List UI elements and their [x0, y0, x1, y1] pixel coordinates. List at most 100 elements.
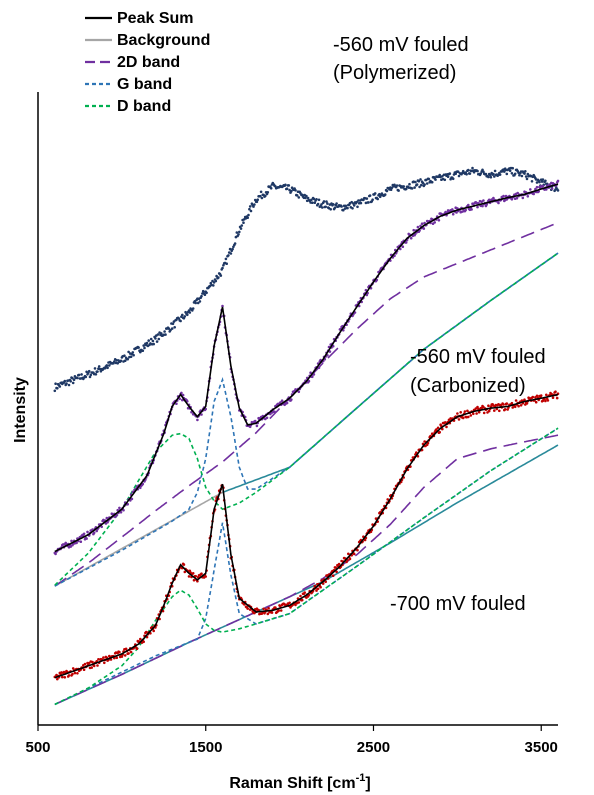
- polymerized-data-points-point: [126, 357, 129, 361]
- polymerized-data-points-point: [87, 369, 91, 373]
- carbonized-data-points-point: [290, 398, 293, 401]
- minus700-data-points-point: [118, 650, 121, 654]
- polymerized-data-points-point: [164, 333, 167, 336]
- polymerized-data-points-point: [427, 177, 431, 181]
- minus700-g-band-line: [54, 427, 559, 706]
- minus700-data-points-point: [120, 655, 124, 658]
- minus700-data-points-point: [502, 403, 505, 406]
- carbonized-data-points-point: [481, 204, 484, 208]
- polymerized-data-points-point: [451, 177, 455, 181]
- polymerized-data-points-point: [316, 202, 320, 206]
- polymerized-data-points-point: [224, 257, 228, 261]
- polymerized-data-points-point: [321, 206, 324, 209]
- polymerized-data-points-point: [152, 342, 155, 346]
- polymerized-data-points-point: [227, 254, 230, 257]
- annotation-carbonized-line1: -560 mV fouled: [410, 346, 546, 368]
- polymerized-data-points-point: [80, 373, 83, 376]
- minus700-data-points-point: [139, 637, 142, 641]
- polymerized-data-points-point: [402, 185, 406, 188]
- polymerized-data-points-point: [420, 183, 423, 187]
- minus700-data-points-point: [525, 402, 529, 405]
- minus700-data-points-point: [510, 401, 514, 405]
- x-axis-title-sup: -1: [356, 772, 366, 784]
- carbonized-data-points-point: [221, 304, 224, 308]
- polymerized-data-points-point: [385, 189, 389, 193]
- minus700-data-points-point: [348, 557, 352, 561]
- y-axis-title: Intensity: [12, 377, 29, 443]
- minus700-data-points-point: [102, 656, 105, 659]
- x-ticks: 500 1500 2500 3500: [25, 725, 558, 756]
- minus700-data-points-point: [192, 578, 196, 582]
- carbonized-data-points-point: [470, 208, 473, 211]
- polymerized-data-points-point: [331, 203, 335, 206]
- x-tick-label: 3500: [525, 739, 558, 756]
- polymerized-data-points-point: [233, 242, 237, 245]
- minus700-data-points-point: [469, 414, 473, 417]
- polymerized-data-points-point: [183, 315, 187, 318]
- polymerized-data-points-point: [312, 197, 316, 201]
- carbonized-data-points-point: [419, 224, 422, 228]
- minus700-data-points-point: [144, 630, 148, 634]
- carbonized-data-points-point: [312, 373, 316, 376]
- minus700-data-points-point: [544, 399, 547, 403]
- minus700-data-points-point: [204, 575, 207, 578]
- legend-label-3: G band: [117, 76, 172, 93]
- minus700-data-points-point: [129, 650, 133, 654]
- minus700-data-points-point: [331, 574, 335, 577]
- carbonized-data-points-point: [181, 398, 184, 402]
- carbonized-data-points-point: [416, 225, 420, 229]
- minus700-data-points-point: [92, 664, 96, 668]
- minus700-data-points-point: [299, 594, 302, 598]
- minus700-data-points-point: [257, 608, 260, 612]
- minus700-data-points-point: [313, 584, 317, 588]
- polymerized-data-points-point: [344, 204, 348, 208]
- polymerized-data-points-point: [71, 376, 74, 380]
- polymerized-data-points-point: [163, 330, 166, 333]
- carbonized-data-points-point: [70, 539, 73, 543]
- minus700-baseline-line: [54, 444, 559, 706]
- polymerized-data-points-point: [260, 196, 264, 200]
- minus700-data-points-point: [436, 426, 440, 430]
- polymerized-data-points-point: [99, 370, 103, 373]
- polymerized-data-points-point: [383, 193, 387, 196]
- polymerized-data-points-point: [476, 169, 479, 173]
- x-tick-label: 1500: [189, 739, 222, 756]
- minus700-data-points-point: [356, 548, 359, 552]
- minus700-data-points-point: [523, 398, 526, 402]
- polymerized-data-points-point: [545, 182, 549, 186]
- minus700-data-points-point: [505, 402, 509, 405]
- polymerized-data-points-point: [335, 202, 338, 205]
- polymerized-data-points-point: [367, 201, 370, 204]
- polymerized-data-points-point: [540, 180, 544, 183]
- polymerized-data-points-point: [88, 375, 92, 379]
- annotation-minus700-line1: -700 mV fouled: [390, 593, 526, 615]
- carbonized-d-band-line: [54, 252, 559, 586]
- polymerized-data-points-point: [468, 172, 472, 175]
- carbonized-data-points-point: [265, 416, 269, 420]
- polymerized-data-points-point: [311, 201, 314, 204]
- polymerized-data-points-point: [376, 197, 380, 201]
- polymerized-data-points-point: [346, 206, 349, 210]
- minus700-data-points-point: [67, 674, 71, 677]
- minus700-data-points-point: [56, 677, 59, 681]
- carbonized-data-points-point: [550, 187, 554, 190]
- polymerized-data-points-point: [149, 337, 153, 341]
- polymerized-data-points-point: [544, 179, 547, 183]
- polymerized-data-points-point: [365, 197, 369, 200]
- minus700-data-points-point: [477, 410, 481, 414]
- polymerized-data-points-point: [203, 293, 207, 297]
- carbonized-data-points-point: [532, 192, 535, 196]
- carbonized-data-points-point: [451, 208, 454, 211]
- polymerized-data-points-point: [212, 284, 215, 287]
- polymerized-data-points-point: [53, 389, 57, 393]
- polymerized-data-points-point: [535, 181, 539, 184]
- carbonized-data-points-point: [404, 241, 408, 244]
- minus700-data-points-point: [324, 580, 328, 584]
- x-axis-title-tail: ]: [365, 775, 370, 792]
- polymerized-data-points-point: [194, 301, 197, 305]
- minus700-data-points-point: [303, 591, 307, 594]
- polymerized-data-points-point: [147, 339, 150, 342]
- polymerized-data-points-point: [329, 208, 333, 211]
- carbonized-data-points-point: [279, 401, 282, 404]
- minus700-data-points-point: [152, 629, 155, 633]
